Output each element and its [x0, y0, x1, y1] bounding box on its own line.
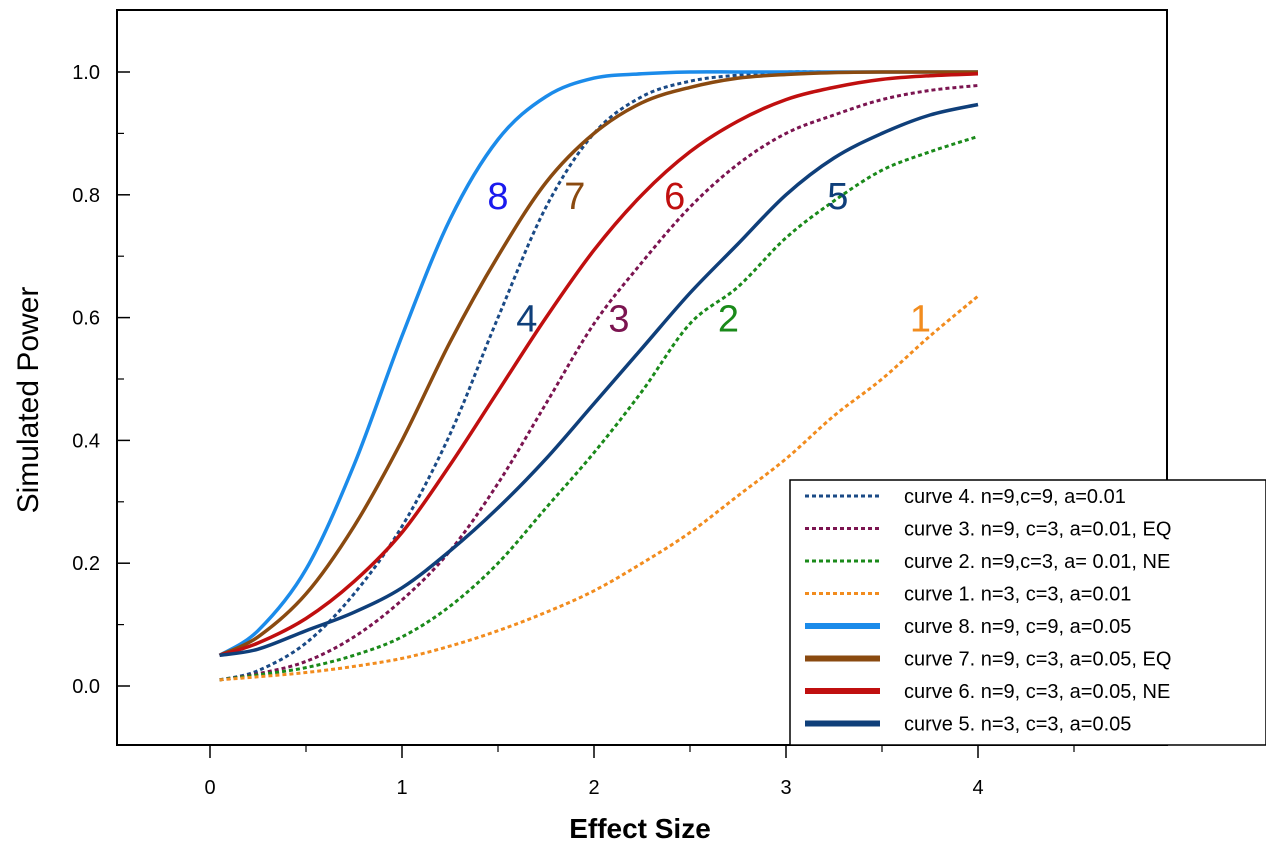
x-tick-label: 0	[204, 777, 215, 799]
legend-label: curve 4. n=9,c=9, a=0.01	[904, 486, 1126, 508]
y-tick-label: 0.2	[72, 553, 100, 575]
x-tick-label: 4	[972, 777, 983, 799]
series-line-curve-3	[219, 84, 979, 682]
y-tick-label: 0.8	[72, 185, 100, 207]
y-tick-label: 0.0	[72, 676, 100, 698]
x-axis: 0 1 2 3 4	[204, 745, 1075, 799]
legend-label: curve 5. n=3, c=3, a=0.05	[904, 714, 1131, 736]
curve-number-label: 4	[516, 299, 537, 341]
series-line-curve-2	[219, 135, 979, 682]
y-tick-label: 0.4	[72, 430, 100, 452]
y-tick-label: 0.6	[72, 308, 100, 330]
legend-label: curve 7. n=9, c=3, a=0.05, EQ	[904, 649, 1171, 671]
legend-label: curve 8. n=9, c=9, a=0.05	[904, 616, 1131, 638]
series-layer	[218, 70, 979, 682]
x-tick-label: 2	[588, 777, 599, 799]
legend-label: curve 3. n=9, c=3, a=0.01, EQ	[904, 519, 1171, 541]
curve-number-label: 7	[564, 176, 585, 218]
series-line-curve-1	[219, 294, 979, 682]
curve-number-label: 3	[608, 299, 629, 341]
series-line-curve-6	[219, 72, 979, 657]
curve-labels: 8 7 6 5 4 3 2 1	[487, 176, 931, 341]
y-axis: 0.0 0.2 0.4 0.6 0.8 1.0	[72, 62, 130, 747]
x-tick-label: 3	[780, 777, 791, 799]
x-tick-label: 1	[396, 777, 407, 799]
curve-number-label: 1	[910, 299, 931, 341]
series-line-curve-5	[219, 102, 979, 658]
curve-number-label: 2	[718, 299, 739, 341]
legend-items: curve 4. n=9,c=9, a=0.01 curve 3. n=9, c=…	[805, 486, 1171, 736]
legend-label: curve 2. n=9,c=3, a= 0.01, NE	[904, 551, 1170, 573]
curve-number-label: 5	[827, 176, 848, 218]
x-axis-title: Effect Size	[569, 813, 711, 844]
legend: curve 4. n=9,c=9, a=0.01 curve 3. n=9, c=…	[789, 479, 1266, 746]
series-line-curve-7	[218, 70, 978, 657]
y-axis-title: Simulated Power	[12, 287, 45, 514]
y-tick-label: 1.0	[72, 62, 100, 84]
curve-number-label: 6	[664, 176, 685, 218]
curve-number-label: 8	[487, 176, 508, 218]
legend-label: curve 1. n=3, c=3, a=0.01	[904, 584, 1131, 606]
legend-box	[789, 479, 1266, 746]
legend-label: curve 6. n=9, c=3, a=0.05, NE	[904, 681, 1170, 703]
plot-frame	[116, 9, 1168, 746]
